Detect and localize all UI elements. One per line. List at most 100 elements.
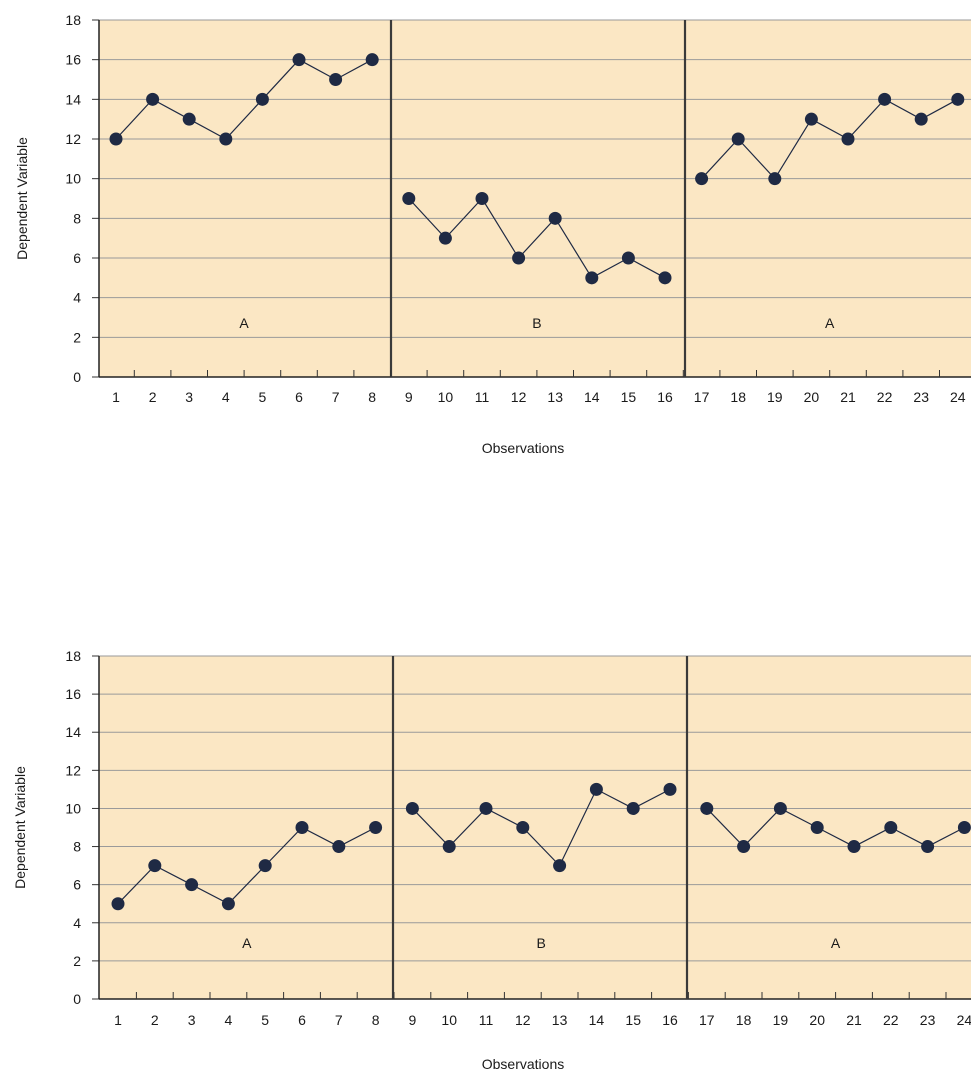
data-point xyxy=(148,859,162,873)
y-tick-label: 8 xyxy=(73,839,81,855)
y-tick-label: 12 xyxy=(65,762,81,778)
data-point xyxy=(553,859,567,873)
data-point xyxy=(111,897,125,911)
data-point xyxy=(804,112,818,126)
data-point xyxy=(731,132,745,146)
y-tick-label: 2 xyxy=(73,953,81,969)
data-point xyxy=(914,112,928,126)
data-point xyxy=(442,840,456,854)
data-point xyxy=(479,801,493,815)
x-tick-label: 17 xyxy=(694,389,710,405)
data-point xyxy=(295,821,309,834)
y-tick-label: 16 xyxy=(65,52,81,68)
x-tick-label: 9 xyxy=(405,389,413,405)
x-tick-label: 2 xyxy=(149,389,157,405)
data-point xyxy=(548,211,562,225)
x-tick-label: 9 xyxy=(409,1012,417,1028)
x-tick-label: 12 xyxy=(511,389,527,405)
data-point xyxy=(516,821,530,834)
phase-label: A xyxy=(825,315,835,331)
data-point xyxy=(182,112,196,126)
y-tick-label: 18 xyxy=(65,648,81,664)
x-tick-label: 22 xyxy=(877,389,893,405)
x-tick-label: 5 xyxy=(259,389,267,405)
data-point xyxy=(957,821,971,834)
series-line-phase-3 xyxy=(701,98,959,180)
x-axis-title: Observations xyxy=(482,440,564,456)
x-tick-label: 21 xyxy=(840,389,856,405)
data-point xyxy=(621,251,635,265)
x-tick-label: 1 xyxy=(114,1012,122,1028)
x-tick-label: 11 xyxy=(479,1012,494,1028)
x-tick-label: 3 xyxy=(188,1012,196,1028)
x-tick-label: 22 xyxy=(883,1012,899,1028)
y-tick-label: 18 xyxy=(65,12,81,28)
phase-label: A xyxy=(242,935,252,951)
data-point xyxy=(221,897,235,911)
data-point xyxy=(585,271,599,285)
x-tick-label: 17 xyxy=(699,1012,715,1028)
x-tick-label: 16 xyxy=(657,389,673,405)
y-tick-label: 0 xyxy=(73,991,81,1007)
data-point xyxy=(878,92,892,106)
data-point xyxy=(589,782,603,796)
data-point xyxy=(332,840,346,854)
x-tick-label: 12 xyxy=(515,1012,531,1028)
data-point xyxy=(695,172,709,186)
data-point xyxy=(405,801,419,815)
data-point xyxy=(658,271,672,285)
data-point xyxy=(258,859,272,873)
data-point xyxy=(626,801,640,815)
y-tick-label: 8 xyxy=(73,210,81,226)
x-tick-label: 10 xyxy=(441,1012,457,1028)
phase-label: B xyxy=(532,315,541,331)
data-point xyxy=(402,192,416,205)
x-tick-label: 15 xyxy=(625,1012,641,1028)
y-tick-label: 14 xyxy=(65,91,81,107)
data-point xyxy=(810,821,824,834)
x-tick-label: 11 xyxy=(475,389,490,405)
x-tick-label: 3 xyxy=(185,389,193,405)
data-point xyxy=(951,92,965,106)
series-line-phase-2 xyxy=(411,788,671,867)
data-point xyxy=(255,92,269,106)
x-tick-label: 6 xyxy=(298,1012,306,1028)
data-point xyxy=(847,840,861,854)
x-tick-label: 24 xyxy=(957,1012,971,1028)
x-tick-label: 5 xyxy=(261,1012,269,1028)
y-tick-label: 10 xyxy=(65,800,81,816)
y-tick-label: 2 xyxy=(73,329,81,345)
x-tick-label: 16 xyxy=(662,1012,678,1028)
data-point xyxy=(841,132,855,146)
x-tick-label: 20 xyxy=(804,389,820,405)
x-tick-label: 13 xyxy=(547,389,563,405)
x-tick-label: 4 xyxy=(222,389,230,405)
y-tick-label: 14 xyxy=(65,724,81,740)
x-tick-label: 24 xyxy=(950,389,966,405)
x-tick-label: 19 xyxy=(767,389,783,405)
data-point xyxy=(369,821,383,834)
data-point xyxy=(365,53,379,67)
x-tick-label: 14 xyxy=(589,1012,605,1028)
data-point xyxy=(512,251,526,265)
data-point xyxy=(921,840,935,854)
x-tick-label: 2 xyxy=(151,1012,159,1028)
series-line-phase-2 xyxy=(408,197,666,279)
y-tick-label: 0 xyxy=(73,369,81,385)
y-axis-title: Dependent Variable xyxy=(14,137,30,260)
data-point xyxy=(292,53,306,67)
phase-label: A xyxy=(831,935,841,951)
y-tick-label: 6 xyxy=(73,250,81,266)
plot-area xyxy=(99,20,971,377)
x-tick-label: 6 xyxy=(295,389,303,405)
data-point xyxy=(219,132,233,146)
series-line-phase-3 xyxy=(706,807,965,848)
y-tick-label: 6 xyxy=(73,877,81,893)
x-tick-label: 13 xyxy=(552,1012,568,1028)
data-point xyxy=(109,132,123,146)
phase-label: A xyxy=(239,315,249,331)
x-tick-label: 7 xyxy=(332,389,340,405)
